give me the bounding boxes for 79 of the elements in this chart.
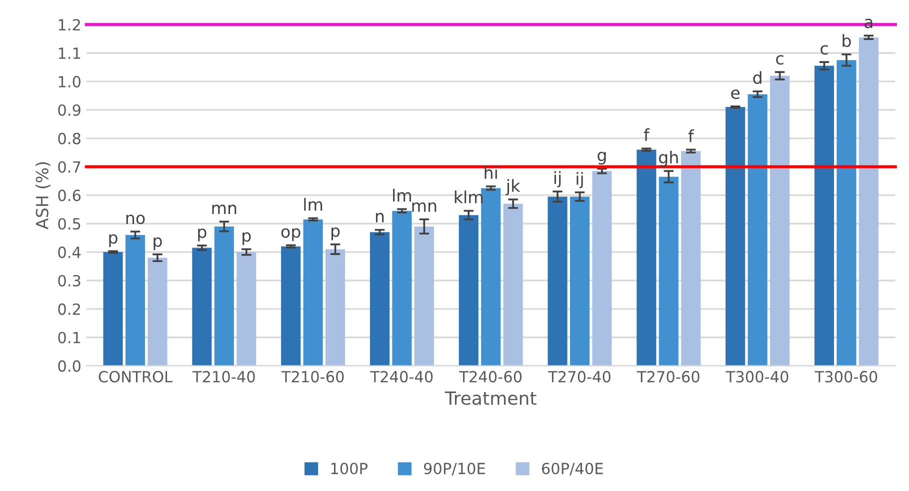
data-label: f xyxy=(644,128,650,141)
data-label: d xyxy=(753,71,762,84)
bar xyxy=(458,215,478,366)
bar xyxy=(303,219,323,366)
x-axis-title: Treatment xyxy=(444,392,536,405)
data-label: gh xyxy=(659,150,678,167)
x-tick-label: T210-40 xyxy=(192,370,255,382)
y-tick-label: 0.7 xyxy=(58,161,80,173)
bar xyxy=(414,226,434,366)
x-tick-label: T210-60 xyxy=(281,370,344,382)
x-tick-label: T270-60 xyxy=(636,370,700,382)
data-label: jk xyxy=(506,179,520,196)
legend-label: 60P/40E xyxy=(542,462,603,476)
data-label: b xyxy=(842,34,851,48)
data-label: op xyxy=(281,228,300,242)
data-label: c xyxy=(776,55,784,65)
bar xyxy=(370,232,390,366)
data-label: e xyxy=(731,89,740,100)
y-tick-label: 0.9 xyxy=(58,104,80,116)
bar xyxy=(748,94,768,366)
bar xyxy=(681,151,701,366)
bar xyxy=(214,226,234,366)
bar xyxy=(192,248,212,366)
bar xyxy=(770,76,790,366)
bar xyxy=(236,252,256,366)
data-label: lm xyxy=(393,188,411,202)
bar xyxy=(148,258,168,366)
data-label: mn xyxy=(212,204,236,214)
bar xyxy=(726,107,746,366)
data-label: c xyxy=(820,45,828,55)
bar xyxy=(481,188,501,366)
x-tick-label: T240-40 xyxy=(370,370,433,382)
bar xyxy=(636,150,656,366)
y-tick-label: 0.2 xyxy=(58,303,80,315)
data-label: p xyxy=(198,228,206,242)
data-label: p xyxy=(332,227,340,240)
bar xyxy=(858,37,878,366)
data-label: mn xyxy=(412,202,436,212)
bar xyxy=(548,196,568,366)
x-tick-label: T240-60 xyxy=(459,370,522,382)
bar xyxy=(836,60,856,366)
x-tick-label: T270-40 xyxy=(548,370,610,382)
bar xyxy=(392,210,412,366)
data-label: p xyxy=(109,234,118,248)
bar xyxy=(125,234,146,366)
data-label: lm xyxy=(304,198,322,211)
bar xyxy=(326,249,346,366)
y-tick-label: 1.2 xyxy=(58,19,80,30)
data-label: hi xyxy=(484,166,497,179)
y-tick-label: 1.1 xyxy=(58,48,80,59)
bar xyxy=(103,252,123,366)
x-tick-label: CONTROL xyxy=(98,370,172,382)
bar xyxy=(281,246,301,366)
data-label: no xyxy=(126,214,145,224)
legend-label: 90P/10E xyxy=(424,462,485,476)
legend-label: 100P xyxy=(331,462,368,474)
bar xyxy=(570,196,590,366)
y-axis-title: ASH (%) xyxy=(36,162,50,230)
bar xyxy=(503,204,523,366)
y-tick-label: 0.0 xyxy=(58,360,80,372)
x-tick-label: T300-40 xyxy=(726,370,788,382)
x-tick-label: T300-60 xyxy=(814,370,878,382)
bar xyxy=(592,171,612,366)
data-label: g xyxy=(598,152,606,165)
y-tick-label: 1.0 xyxy=(58,76,80,88)
data-label: p xyxy=(154,237,162,250)
bar xyxy=(658,176,678,366)
y-tick-label: 0.8 xyxy=(58,132,80,144)
y-tick-label: 0.4 xyxy=(58,246,81,258)
y-tick-label: 0.6 xyxy=(58,190,81,202)
y-tick-label: 0.1 xyxy=(58,332,80,344)
data-label: ij xyxy=(576,172,583,188)
data-label: p xyxy=(242,232,251,246)
data-label: n xyxy=(376,212,384,222)
y-tick-label: 0.5 xyxy=(58,218,80,230)
data-label: f xyxy=(688,129,694,142)
data-label: ij xyxy=(554,171,561,188)
y-tick-label: 0.3 xyxy=(58,274,80,287)
bar xyxy=(814,66,834,366)
